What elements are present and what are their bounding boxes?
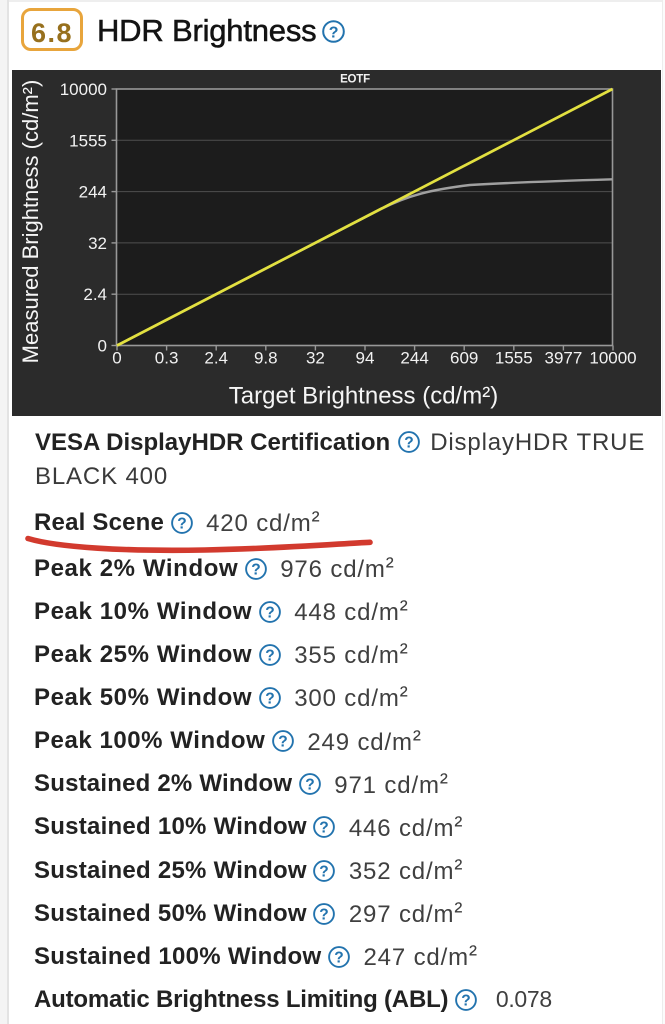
svg-text:0.3: 0.3	[155, 349, 179, 368]
svg-text:Target Brightness (cd/m²): Target Brightness (cd/m²)	[229, 383, 498, 410]
svg-text:10000: 10000	[60, 80, 107, 99]
svg-text:?: ?	[305, 777, 314, 794]
svg-text:0: 0	[98, 337, 107, 356]
svg-text:32: 32	[88, 234, 107, 253]
svg-text:2.4: 2.4	[204, 349, 228, 368]
svg-text:?: ?	[265, 691, 274, 708]
svg-text:?: ?	[329, 24, 339, 41]
svg-text:?: ?	[278, 734, 287, 751]
svg-text:3977: 3977	[544, 349, 582, 368]
svg-text:?: ?	[461, 993, 470, 1010]
svg-text:?: ?	[404, 435, 413, 452]
svg-text:Measured Brightness (cd/m²): Measured Brightness (cd/m²)	[18, 80, 43, 364]
svg-text:?: ?	[320, 863, 329, 880]
svg-text:244: 244	[79, 183, 107, 202]
svg-text:1555: 1555	[495, 349, 533, 368]
svg-text:2.4: 2.4	[83, 285, 107, 304]
svg-text:244: 244	[400, 349, 428, 368]
svg-text:EOTF: EOTF	[340, 74, 370, 86]
svg-text:?: ?	[320, 820, 329, 837]
svg-text:?: ?	[251, 561, 260, 578]
svg-text:?: ?	[320, 906, 329, 923]
svg-text:9.8: 9.8	[254, 349, 278, 368]
svg-text:1555: 1555	[69, 131, 107, 150]
svg-text:94: 94	[356, 349, 375, 368]
svg-text:?: ?	[334, 949, 343, 966]
svg-text:32: 32	[306, 349, 325, 368]
svg-text:?: ?	[177, 515, 186, 532]
svg-text:?: ?	[265, 647, 274, 664]
svg-text:609: 609	[450, 349, 478, 368]
svg-text:10000: 10000	[589, 349, 636, 368]
svg-text:0: 0	[112, 349, 121, 368]
svg-text:?: ?	[265, 604, 274, 621]
